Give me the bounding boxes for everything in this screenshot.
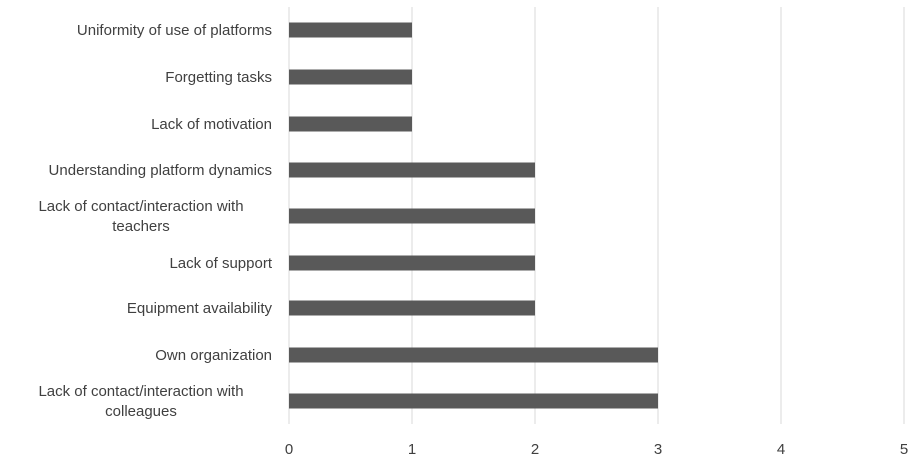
category-label: Own organization [155,347,272,364]
bar [289,393,658,409]
category-label: Forgetting tasks [165,69,272,86]
bar [289,255,535,271]
category-label: Lack of contact/interaction with teachers [38,198,243,235]
x-tick-label: 4 [777,441,785,458]
category-label: Lack of support [169,255,272,272]
category-label: Lack of motivation [151,116,272,133]
bar [289,69,412,85]
x-tick-label: 5 [900,441,908,458]
category-label: Understanding platform dynamics [49,162,272,179]
category-label: Equipment availability [127,300,273,317]
x-tick-label: 3 [654,441,662,458]
bar [289,162,535,178]
x-tick-label: 0 [285,441,293,458]
category-labels: Uniformity of use of platforms Forgetting… [38,22,272,420]
category-label: Uniformity of use of platforms [77,22,272,39]
bar [289,22,412,38]
bar [289,300,535,316]
bars [289,22,658,409]
bar [289,116,412,132]
bar [289,347,658,363]
x-tick-label: 2 [531,441,539,458]
category-label: Lack of contact/interaction with colleagu… [38,383,243,420]
x-tick-label: 1 [408,441,416,458]
x-tick-labels: 0 1 2 3 4 5 [285,441,908,458]
bar [289,208,535,224]
